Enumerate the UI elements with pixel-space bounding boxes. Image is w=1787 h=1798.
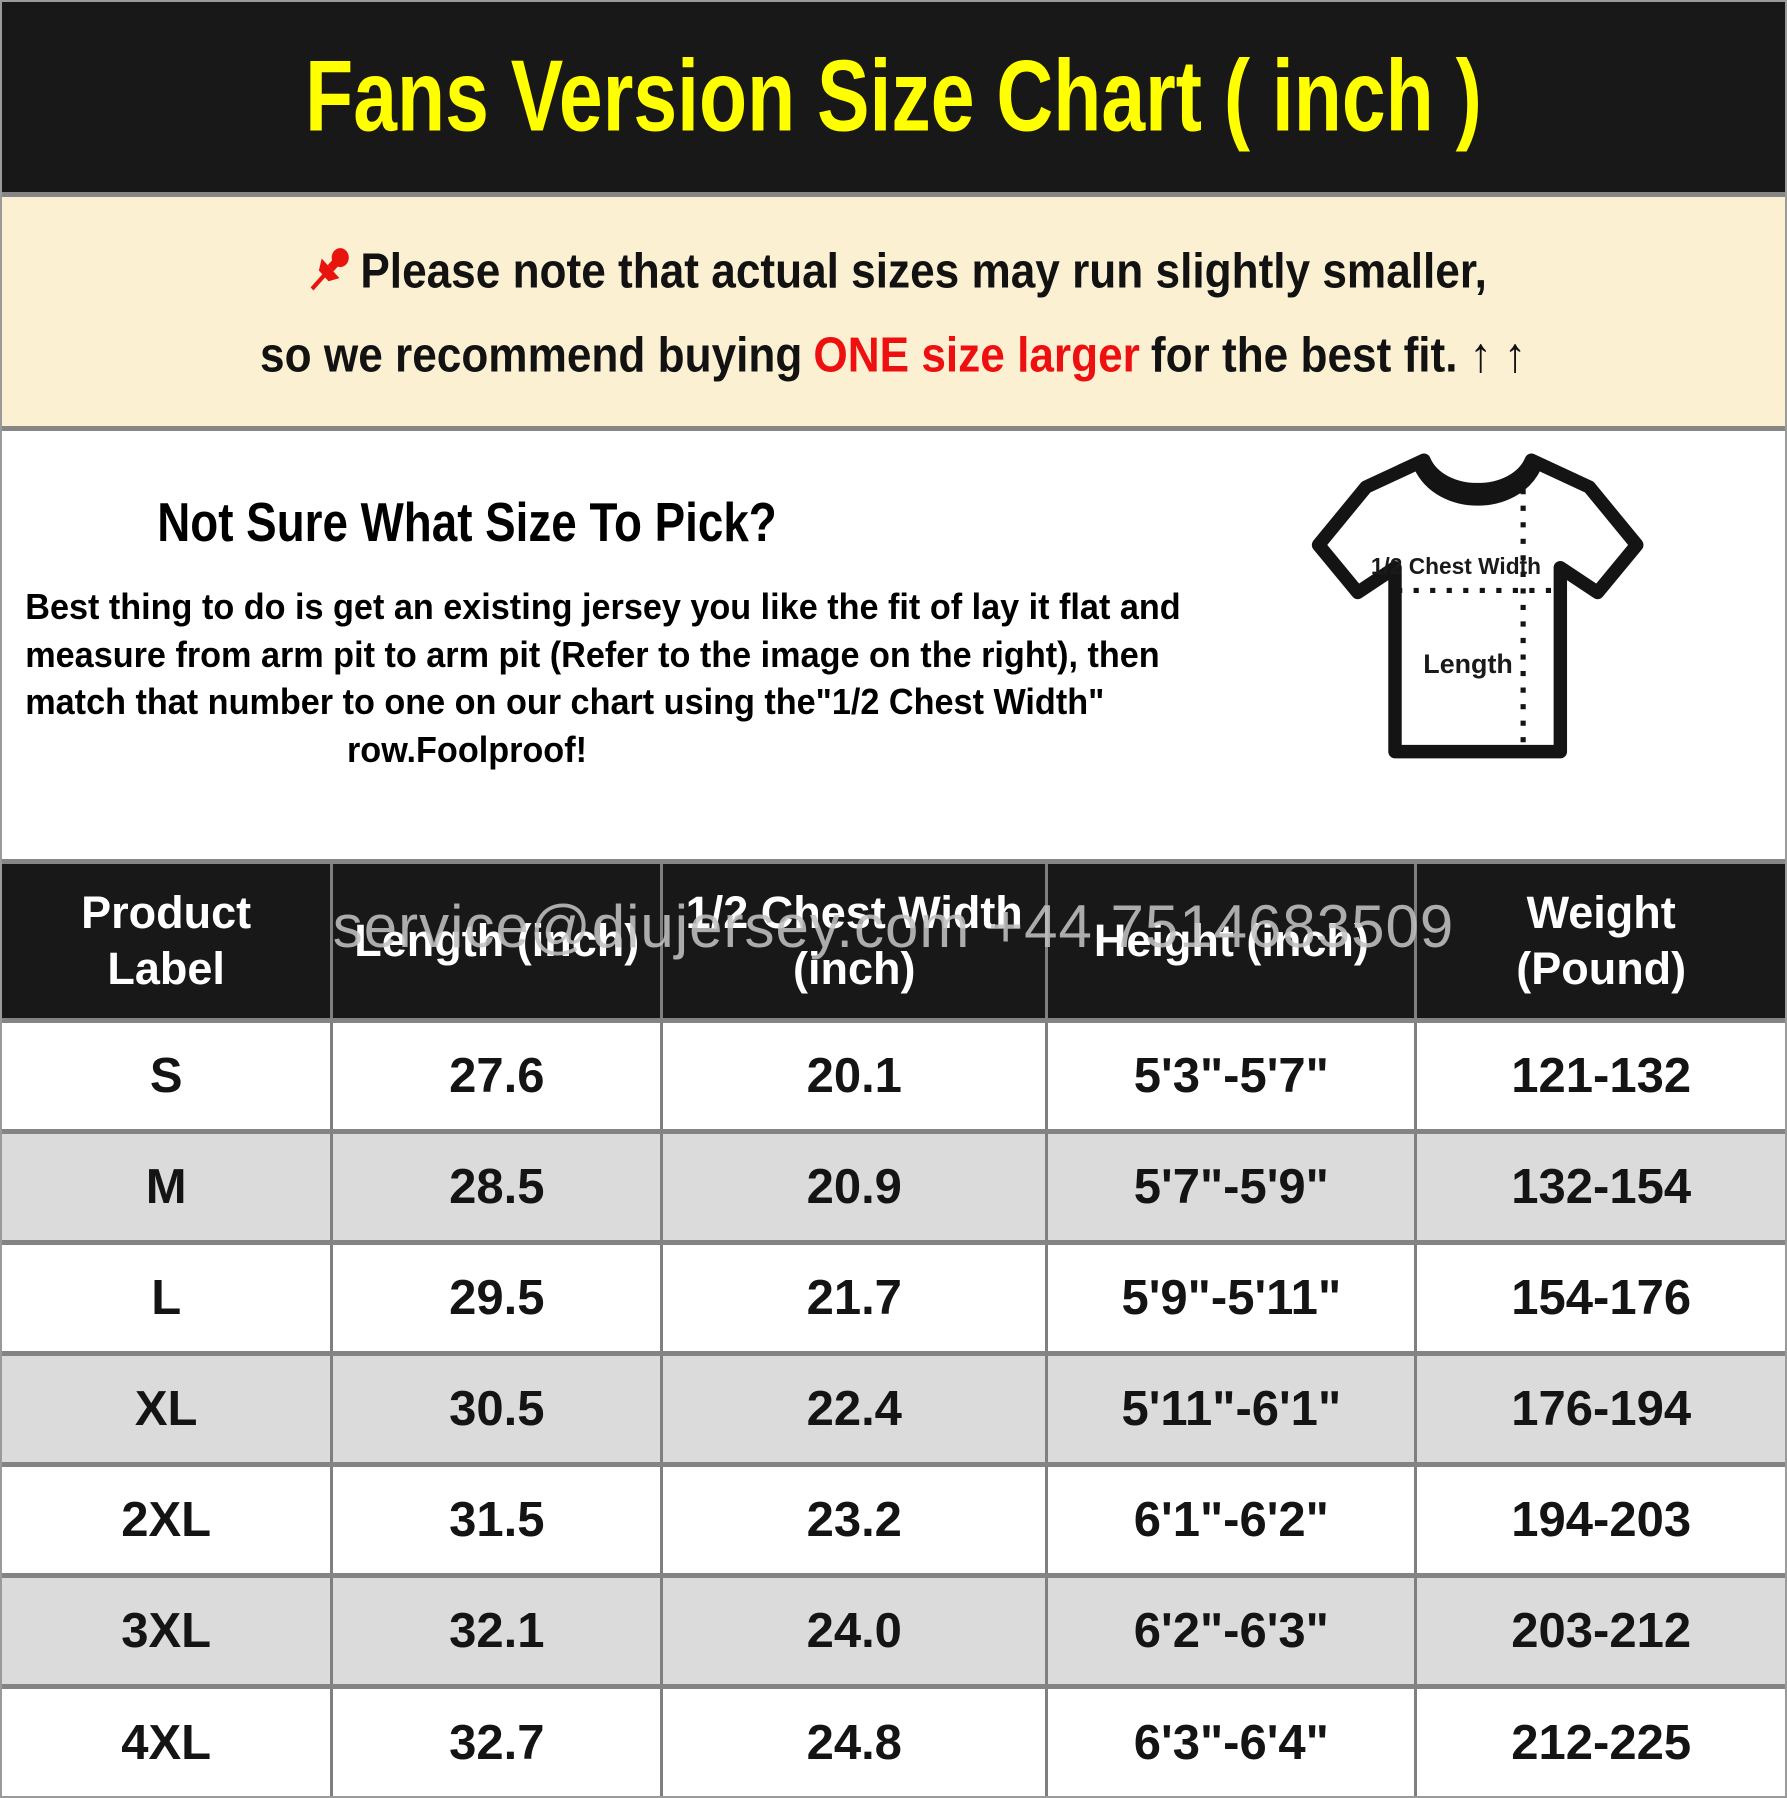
weight-cell: 194-203 — [1414, 1461, 1785, 1575]
chest-width-cell: 24.8 — [660, 1683, 1047, 1796]
length-cell: 32.1 — [330, 1572, 662, 1686]
weight-cell: 176-194 — [1414, 1350, 1785, 1464]
table-row-xl: XL 30.5 22.4 5'11"-6'1" 176-194 — [2, 1350, 1785, 1464]
length-cell: 32.7 — [330, 1683, 662, 1796]
note-text-1: Please note that actual sizes may run sl… — [360, 243, 1488, 299]
table-row-s: S 27.6 20.1 5'3"-5'7" 121-132 — [2, 1017, 1785, 1131]
guide-body-line: Best thing to do is get an existing jers… — [25, 586, 1181, 627]
height-cell: 5'11"-6'1" — [1045, 1350, 1416, 1464]
height-cell: 5'9"-5'11" — [1045, 1239, 1416, 1353]
section-divider — [2, 426, 1785, 431]
size-label-cell: XL — [2, 1350, 332, 1464]
note-banner: Please note that actual sizes may run sl… — [2, 197, 1785, 426]
note-text-2-prefix: so we recommend buying — [260, 328, 803, 383]
weight-cell: 203-212 — [1414, 1572, 1785, 1686]
length-cell: 29.5 — [330, 1239, 662, 1353]
guide-body-line: row.Foolproof! — [347, 728, 587, 770]
column-header-weight: Weight (Pound) — [1414, 864, 1785, 1020]
weight-cell: 132-154 — [1414, 1128, 1785, 1242]
column-header-chest-width: 1/2 Chest Width (inch) — [660, 864, 1047, 1020]
table-header-row: Product Label Length (inch) 1/2 Chest Wi… — [2, 864, 1785, 1020]
size-label-cell: S — [2, 1017, 332, 1131]
table-row-4xl: 4XL 32.7 24.8 6'3"-6'4" 212-225 — [2, 1683, 1785, 1796]
height-cell: 5'3"-5'7" — [1045, 1017, 1416, 1131]
weight-cell: 212-225 — [1414, 1683, 1785, 1796]
guide-body-line: match that number to one on our chart us… — [25, 681, 1105, 723]
size-label-cell: 4XL — [2, 1683, 332, 1796]
length-cell: 31.5 — [330, 1461, 662, 1575]
note-highlight: ONE size larger — [813, 328, 1141, 383]
table-row-2xl: 2XL 31.5 23.2 6'1"-6'2" 194-203 — [2, 1461, 1785, 1575]
length-label: Length — [1423, 649, 1513, 679]
height-cell: 5'7"-5'9" — [1045, 1128, 1416, 1242]
note-line-2: so we recommend buying ONE size larger f… — [260, 327, 1526, 383]
weight-cell: 154-176 — [1414, 1239, 1785, 1353]
tshirt-collar — [1414, 463, 1542, 506]
column-header-height: Height (inch) — [1045, 864, 1416, 1020]
weight-cell: 121-132 — [1414, 1017, 1785, 1131]
column-header-product-label: Product Label — [2, 864, 332, 1020]
guide-text-block: Not Sure What Size To Pick? Best thing t… — [2, 492, 1181, 773]
length-cell: 30.5 — [330, 1350, 662, 1464]
chest-width-cell: 22.4 — [660, 1350, 1047, 1464]
size-label-cell: M — [2, 1128, 332, 1242]
guide-section: Not Sure What Size To Pick? Best thing t… — [2, 431, 1785, 859]
section-divider — [2, 859, 1785, 864]
tshirt-outline — [1311, 453, 1644, 759]
section-divider — [2, 192, 1785, 197]
table-row-l: L 29.5 21.7 5'9"-5'11" 154-176 — [2, 1239, 1785, 1353]
size-table: Product Label Length (inch) 1/2 Chest Wi… — [2, 864, 1785, 1796]
height-cell: 6'3"-6'4" — [1045, 1683, 1416, 1796]
size-label-cell: 3XL — [2, 1572, 332, 1686]
chest-width-cell: 20.1 — [660, 1017, 1047, 1131]
height-cell: 6'1"-6'2" — [1045, 1461, 1416, 1575]
chest-width-cell: 20.9 — [660, 1128, 1047, 1242]
column-header-length: Length (inch) — [330, 864, 662, 1020]
chest-width-cell: 23.2 — [660, 1461, 1047, 1575]
table-row-m: M 28.5 20.9 5'7"-5'9" 132-154 — [2, 1128, 1785, 1242]
note-text-2-suffix: for the best fit. ↑ ↑ — [1151, 328, 1527, 383]
pushpin-icon — [300, 239, 357, 302]
size-label-cell: L — [2, 1239, 332, 1353]
length-cell: 28.5 — [330, 1128, 662, 1242]
size-table-section: service@diujersey.com +44 7514683509 Pro… — [2, 864, 1785, 1796]
length-cell: 27.6 — [330, 1017, 662, 1131]
chest-width-label: 1/2 Chest Width — [1371, 553, 1541, 579]
table-row-3xl: 3XL 32.1 24.0 6'2"-6'3" 203-212 — [2, 1572, 1785, 1686]
height-cell: 6'2"-6'3" — [1045, 1572, 1416, 1686]
title-bar: Fans Version Size Chart ( inch ) — [2, 2, 1785, 192]
guide-heading: Not Sure What Size To Pick? — [157, 492, 777, 554]
size-label-cell: 2XL — [2, 1461, 332, 1575]
chest-width-cell: 21.7 — [660, 1239, 1047, 1353]
guide-body-line: measure from arm pit to arm pit (Refer t… — [25, 633, 1160, 675]
page-title: Fans Version Size Chart ( inch ) — [305, 40, 1482, 153]
tshirt-measurement-diagram: 1/2 Chest Width Length — [1302, 439, 1674, 779]
note-line-1: Please note that actual sizes may run sl… — [300, 239, 1487, 302]
chest-width-cell: 24.0 — [660, 1572, 1047, 1686]
